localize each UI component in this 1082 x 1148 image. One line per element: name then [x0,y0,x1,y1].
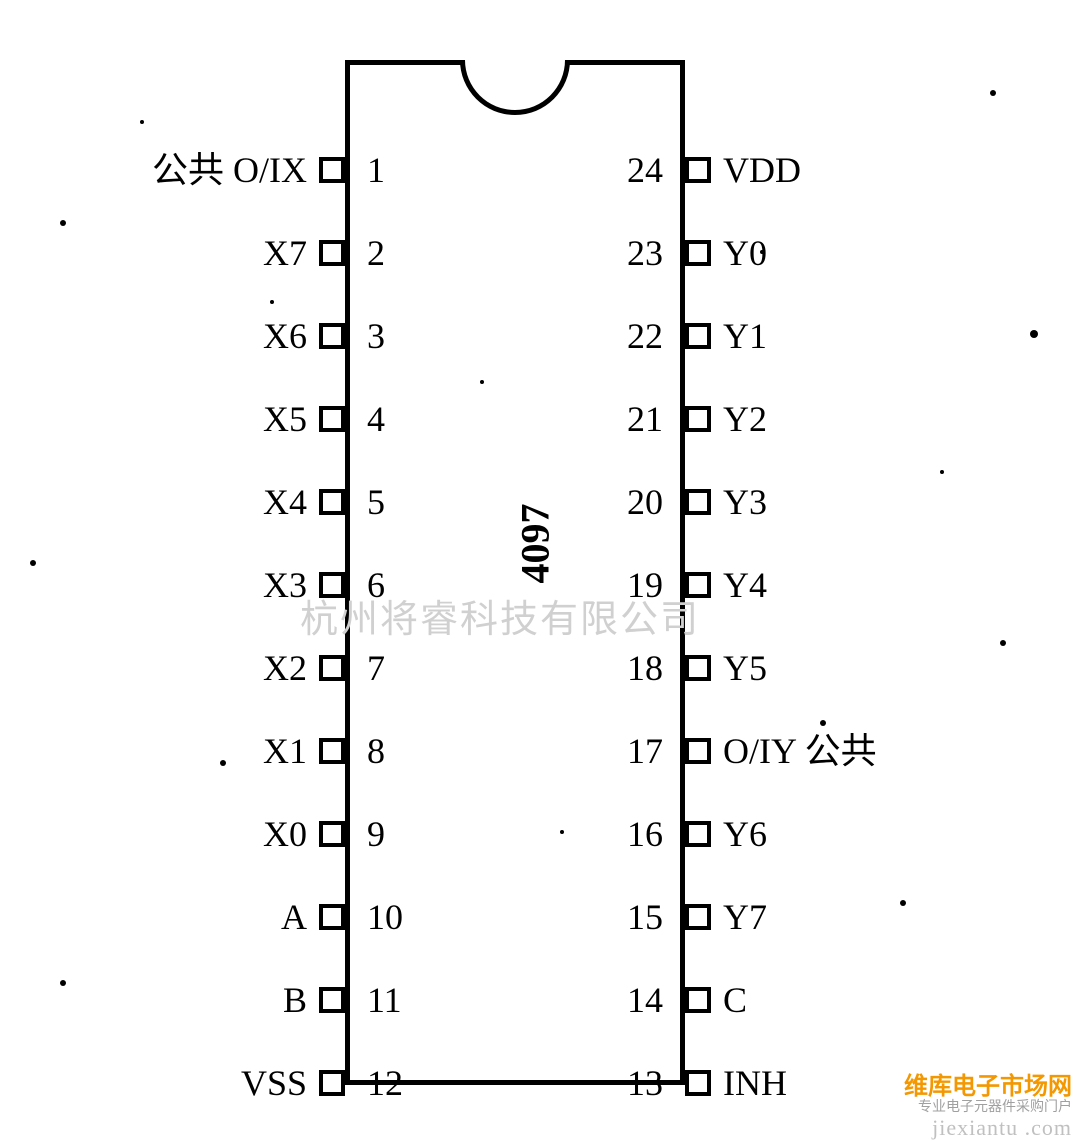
pin-number-7: 7 [367,650,385,686]
pin-label-3: X6 [263,318,307,354]
pin-pad-4 [319,406,345,432]
pin-pad-1 [319,157,345,183]
pin-label-7: X2 [263,650,307,686]
pin-label-12: VSS [241,1065,307,1101]
watermark-center: 杭州将睿科技有限公司 [300,588,700,643]
scan-speckle [220,760,226,766]
pin-pad-3 [319,323,345,349]
watermark-logo-line1: 维库电子市场网 [904,1074,1072,1100]
pin-pad-2 [319,240,345,266]
pin-label-15: Y7 [723,899,767,935]
pin-number-13: 13 [627,1065,663,1101]
pin-pad-20 [685,489,711,515]
pin-number-10: 10 [367,899,403,935]
scan-speckle [1030,330,1038,338]
pin-label-24: VDD [723,152,801,188]
pin-label-13: INH [723,1065,787,1101]
pin-pad-16 [685,821,711,847]
watermark-logo-line2: 专业电子元器件采购门户 [904,1100,1072,1115]
pin-pad-15 [685,904,711,930]
pin-label-5: X4 [263,484,307,520]
pin-number-17: 17 [627,733,663,769]
scan-speckle [560,830,564,834]
pin-pad-17 [685,738,711,764]
scan-speckle [940,470,944,474]
scan-speckle [60,980,66,986]
pin-pad-5 [319,489,345,515]
pin-number-21: 21 [627,401,663,437]
scan-speckle [480,380,484,384]
scan-speckle [900,900,906,906]
pin-number-14: 14 [627,982,663,1018]
pin-pad-11 [319,987,345,1013]
pin-label-19: Y4 [723,567,767,603]
scan-speckle [990,90,996,96]
scan-speckle [140,120,144,124]
pin-number-2: 2 [367,235,385,271]
pin-number-22: 22 [627,318,663,354]
pin-label-22: Y1 [723,318,767,354]
pin-label-14: C [723,982,747,1018]
pin-number-5: 5 [367,484,385,520]
scan-speckle [60,220,66,226]
chip-notch [460,60,570,115]
watermark-logo: 维库电子市场网专业电子元器件采购门户jiexiantu .com [904,1074,1072,1140]
pin-number-4: 4 [367,401,385,437]
pin-pad-14 [685,987,711,1013]
pin-label-8: X1 [263,733,307,769]
pin-pad-21 [685,406,711,432]
pin-pad-9 [319,821,345,847]
pin-label-11: B [283,982,307,1018]
scan-speckle [270,300,274,304]
pin-label-10: A [281,899,307,935]
pin-label-1: 公共 O/IX [152,152,307,188]
pin-number-8: 8 [367,733,385,769]
pin-number-23: 23 [627,235,663,271]
scan-speckle [820,720,826,726]
pin-pad-22 [685,323,711,349]
pin-number-12: 12 [367,1065,403,1101]
pin-label-21: Y2 [723,401,767,437]
scan-speckle [1000,640,1006,646]
scan-speckle [760,250,764,254]
scan-speckle [30,560,36,566]
pin-pad-18 [685,655,711,681]
pin-label-4: X5 [263,401,307,437]
pin-number-11: 11 [367,982,402,1018]
watermark-logo-line3: jiexiantu .com [904,1116,1072,1140]
pin-label-2: X7 [263,235,307,271]
pin-label-20: Y3 [723,484,767,520]
pin-number-15: 15 [627,899,663,935]
pin-pad-23 [685,240,711,266]
pin-label-9: X0 [263,816,307,852]
pin-pad-8 [319,738,345,764]
pin-label-16: Y6 [723,816,767,852]
pin-number-1: 1 [367,152,385,188]
pin-number-18: 18 [627,650,663,686]
pin-pad-13 [685,1070,711,1096]
pin-label-18: Y5 [723,650,767,686]
pin-pad-7 [319,655,345,681]
pin-number-24: 24 [627,152,663,188]
pin-pad-12 [319,1070,345,1096]
pin-pad-10 [319,904,345,930]
part-number: 4097 [512,504,559,584]
pin-number-16: 16 [627,816,663,852]
pin-number-9: 9 [367,816,385,852]
pin-pad-24 [685,157,711,183]
pin-number-20: 20 [627,484,663,520]
pin-label-17: O/IY 公共 [723,733,877,769]
pin-number-3: 3 [367,318,385,354]
